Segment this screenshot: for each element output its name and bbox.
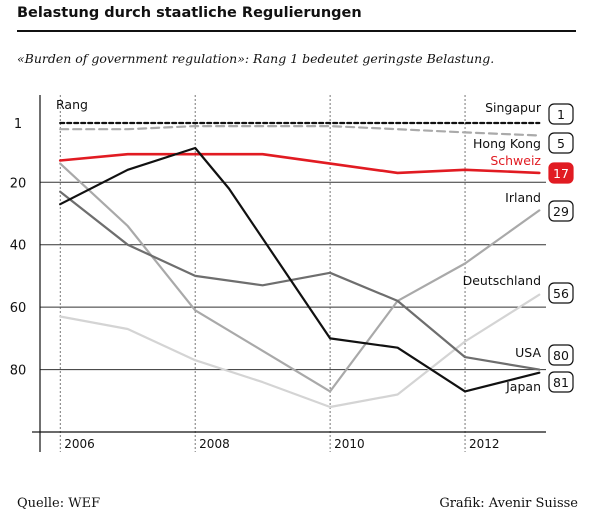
y-tick-label: 60 — [10, 301, 27, 316]
rank-badge-schweiz — [548, 162, 574, 184]
x-tick-label: 2008 — [199, 437, 230, 451]
rank-badge-value-schweiz: 17 — [553, 166, 569, 181]
rank-badge-value-deutschland: 56 — [553, 286, 569, 301]
rank-badge-value-hong-kong: 5 — [557, 136, 565, 151]
series-label-usa: USA — [515, 345, 541, 360]
y-tick-label: 80 — [10, 364, 27, 379]
series-line-usa — [59, 190, 541, 371]
series-line-hong-kong — [59, 124, 541, 137]
x-tick-label: 2010 — [334, 437, 365, 451]
series-label-hong-kong: Hong Kong — [473, 136, 541, 151]
series-line-deutschland — [59, 293, 541, 409]
series-line-irland — [59, 162, 541, 393]
rank-badge-usa — [548, 344, 574, 366]
rank-badge-deutschland — [548, 282, 574, 304]
rank-badge-value-singapur: 1 — [557, 107, 565, 122]
series-line-japan — [59, 146, 541, 393]
series-label-singapur: Singapur — [485, 100, 542, 115]
chart-title: Belastung durch staatliche Regulierungen — [17, 5, 362, 21]
series-label-deutschland: Deutschland — [463, 273, 541, 288]
rank-badge-value-japan: 81 — [553, 375, 569, 390]
credit-note: Grafik: Avenir Suisse — [439, 496, 578, 511]
series-line-schweiz — [58, 152, 541, 175]
x-tick-label: 2012 — [469, 437, 500, 451]
y-axis-label: Rang — [56, 97, 88, 112]
title-divider — [17, 30, 576, 32]
x-tick-label: 2006 — [64, 437, 95, 451]
rank-badge-irland — [548, 200, 574, 222]
rank-badge-singapur — [548, 103, 574, 125]
rank-badge-hong-kong — [548, 132, 574, 154]
rank-badge-value-usa: 80 — [553, 348, 569, 363]
chart-subtitle: «Burden of government regulation»: Rang … — [17, 51, 495, 66]
rank-badge-japan — [548, 371, 574, 393]
series-label-japan: Japan — [505, 379, 541, 394]
y-tick-label: 1 — [14, 117, 22, 132]
y-tick-label: 20 — [10, 176, 27, 191]
series-label-schweiz: Schweiz — [490, 153, 541, 168]
source-note: Quelle: WEF — [17, 496, 101, 511]
series-label-irland: Irland — [505, 190, 541, 205]
rank-badge-value-irland: 29 — [553, 204, 569, 219]
y-tick-label: 40 — [10, 239, 27, 254]
